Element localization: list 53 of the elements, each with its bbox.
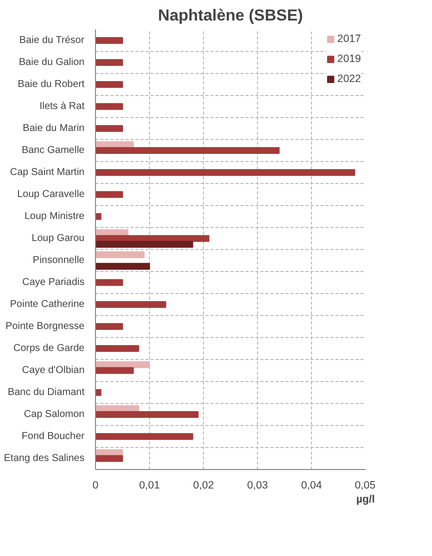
bar bbox=[96, 433, 194, 440]
chart-title: Naphtalène (SBSE) bbox=[158, 8, 303, 24]
y-tick-label: Fond Boucher bbox=[22, 431, 86, 442]
bar bbox=[96, 81, 123, 88]
bar bbox=[96, 345, 140, 352]
bar bbox=[96, 251, 145, 258]
bar bbox=[96, 279, 123, 286]
y-tick-label: Banc du Diamant bbox=[8, 387, 85, 398]
x-axis-title: µg/l bbox=[356, 494, 375, 506]
bar bbox=[96, 125, 123, 132]
bar bbox=[96, 389, 102, 396]
x-tick-label: 0,04 bbox=[301, 480, 322, 492]
bar bbox=[96, 323, 123, 330]
y-tick-label: Pointe Catherine bbox=[10, 299, 85, 310]
bar bbox=[96, 37, 123, 44]
bar bbox=[96, 59, 123, 66]
y-tick-label: Ilets à Rat bbox=[39, 101, 85, 112]
y-tick-label: Caye d'Olbian bbox=[22, 365, 84, 376]
bar bbox=[96, 367, 134, 374]
bar bbox=[96, 455, 123, 462]
bar bbox=[96, 213, 102, 220]
x-tick-label: 0,05 bbox=[354, 480, 376, 492]
x-tick-label: 0 bbox=[92, 480, 99, 492]
bar bbox=[96, 262, 150, 270]
bar bbox=[96, 169, 356, 176]
bar bbox=[96, 240, 194, 248]
y-tick-label: Pinsonnelle bbox=[32, 255, 85, 266]
x-tick-label: 0,02 bbox=[193, 480, 214, 492]
y-tick-label: Cap Saint Martin bbox=[10, 167, 85, 178]
bar bbox=[96, 411, 199, 418]
legend-label: 2019 bbox=[337, 53, 361, 65]
bar bbox=[96, 191, 123, 198]
y-tick-label: Pointe Borgnesse bbox=[6, 321, 85, 332]
y-tick-label: Baie du Trésor bbox=[19, 35, 85, 46]
y-tick-label: Loup Ministre bbox=[24, 211, 85, 222]
y-tick-label: Baie du Marin bbox=[22, 123, 85, 134]
y-tick-label: Loup Garou bbox=[32, 233, 85, 244]
bar bbox=[96, 361, 150, 368]
y-tick-label: Baie du Galion bbox=[18, 57, 85, 68]
y-tick-label: Baie du Robert bbox=[18, 79, 85, 90]
y-tick-label: Corps de Garde bbox=[13, 343, 85, 354]
bar bbox=[96, 103, 123, 110]
bar bbox=[96, 147, 280, 154]
y-tick-label: Cap Salomon bbox=[24, 409, 85, 420]
y-tick-label: Loup Caravelle bbox=[17, 189, 85, 200]
y-tick-label: Caye Pariadis bbox=[22, 277, 85, 288]
legend-label: 2022 bbox=[337, 73, 361, 85]
x-tick-label: 0,03 bbox=[247, 480, 268, 492]
legend-label: 2017 bbox=[337, 33, 361, 45]
x-tick-label: 0,01 bbox=[139, 480, 160, 492]
y-tick-label: Banc Gamelle bbox=[22, 145, 85, 156]
bar bbox=[96, 301, 166, 308]
y-tick-label: Etang des Salines bbox=[4, 453, 85, 464]
